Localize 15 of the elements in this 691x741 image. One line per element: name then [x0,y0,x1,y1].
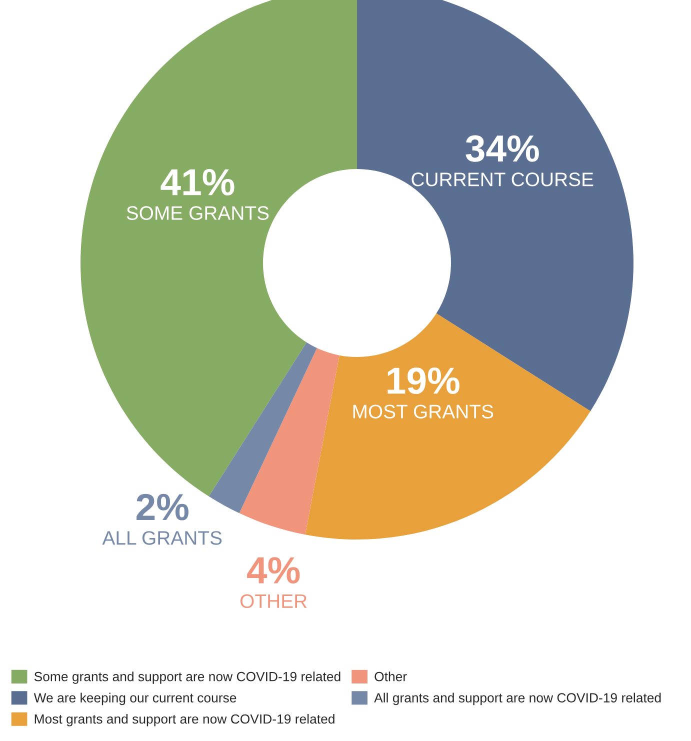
legend-label: Most grants and support are now COVID-19 related [34,714,334,726]
legend-label: All grants and support are now COVID-19 related [374,692,661,706]
text: OTHER [240,594,307,608]
text: ALL GRANTS [102,531,222,545]
data-label: 34% [466,135,539,162]
text: CURRENT COURSE [412,172,594,186]
data-label: 4% [247,557,300,584]
data-label: 19% [388,367,460,394]
legend-label: Some grants and support are now COVID-19 related [34,672,340,684]
legend-label: Other [374,672,407,682]
text: MOST GRANTS [353,404,494,418]
text: SOME GRANTS [126,206,269,220]
data-label: 2% [136,494,188,520]
legend-label: We are keeping our current course [34,692,236,706]
data-label: 41% [160,169,234,196]
